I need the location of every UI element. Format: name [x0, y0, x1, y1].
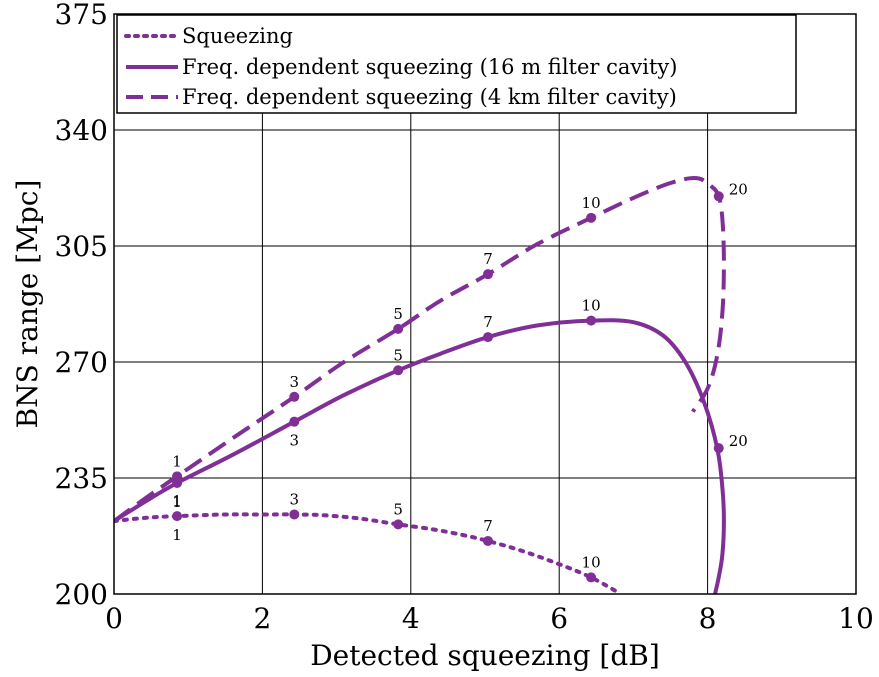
legend: Squeezing Freq. dependent squeezing (16 …: [116, 14, 797, 114]
data-point-fds-16m: [713, 443, 724, 454]
legend-label-4km: Freq. dependent squeezing (4 km filter c…: [182, 85, 677, 109]
data-point-label-fds-16m: 1: [172, 493, 182, 511]
data-point-label-squeezing: 10: [582, 553, 601, 571]
data-point-label-fds-16m: 10: [582, 297, 601, 315]
y-tick-label: 200: [55, 578, 108, 611]
x-tick-label: 0: [105, 602, 123, 635]
data-point-fds-4km: [393, 323, 404, 334]
y-tick-label: 340: [55, 114, 108, 147]
data-point-label-squeezing: 3: [290, 490, 300, 508]
data-point-fds-4km: [713, 191, 724, 202]
data-point-label-squeezing: 1: [172, 526, 182, 544]
data-point-label-squeezing: 1: [172, 492, 182, 510]
y-tick-label: 235: [55, 462, 108, 495]
x-axis-label: Detected squeezing [dB]: [310, 639, 660, 672]
x-tick-label: 8: [699, 602, 717, 635]
data-point-fds-4km: [172, 471, 183, 482]
x-tick-label: 6: [550, 602, 568, 635]
plot-frame: [113, 13, 857, 595]
series-line-fds-4km: [114, 176, 726, 523]
y-tick-label: 305: [55, 230, 108, 263]
x-tick-label: 2: [253, 602, 271, 635]
data-point-fds-4km: [289, 391, 300, 402]
legend-label-16m: Freq. dependent squeezing (16 m filter c…: [182, 55, 677, 79]
data-point-squeezing: [172, 511, 183, 522]
y-axis-label: BNS range [Mpc]: [11, 180, 44, 429]
data-point-label-fds-16m: 20: [729, 432, 748, 450]
data-point-label-fds-16m: 3: [290, 432, 300, 450]
data-point-label-fds-4km: 3: [290, 373, 300, 391]
data-point-fds-4km: [482, 269, 493, 280]
data-point-label-fds-4km: 5: [393, 305, 403, 323]
data-point-squeezing: [482, 535, 493, 546]
data-point-fds-16m: [482, 332, 493, 343]
data-point-squeezing: [393, 519, 404, 530]
data-point-label-fds-16m: 5: [393, 346, 403, 364]
data-point-fds-16m: [586, 315, 597, 326]
series-line-squeezing: [114, 512, 623, 594]
data-point-fds-16m: [393, 365, 404, 376]
data-point-fds-4km: [586, 212, 597, 223]
data-point-squeezing: [289, 509, 300, 520]
data-point-squeezing: [586, 572, 597, 583]
data-point-label-squeezing: 5: [393, 500, 403, 518]
legend-box: [116, 14, 797, 114]
data-point-label-fds-4km: 1: [172, 452, 182, 470]
x-tick-label: 10: [838, 602, 874, 635]
legend-label-squeezing: Squeezing: [182, 24, 293, 48]
data-point-label-squeezing: 7: [483, 517, 493, 535]
data-point-label-fds-4km: 20: [729, 180, 748, 198]
data-point-label-fds-4km: 10: [582, 194, 601, 212]
y-tick-label: 270: [55, 346, 108, 379]
data-point-label-fds-4km: 7: [483, 250, 493, 268]
x-tick-label: 4: [402, 602, 420, 635]
data-point-label-fds-16m: 7: [483, 313, 493, 331]
data-point-fds-16m: [289, 416, 300, 427]
y-tick-label: 375: [55, 0, 108, 31]
